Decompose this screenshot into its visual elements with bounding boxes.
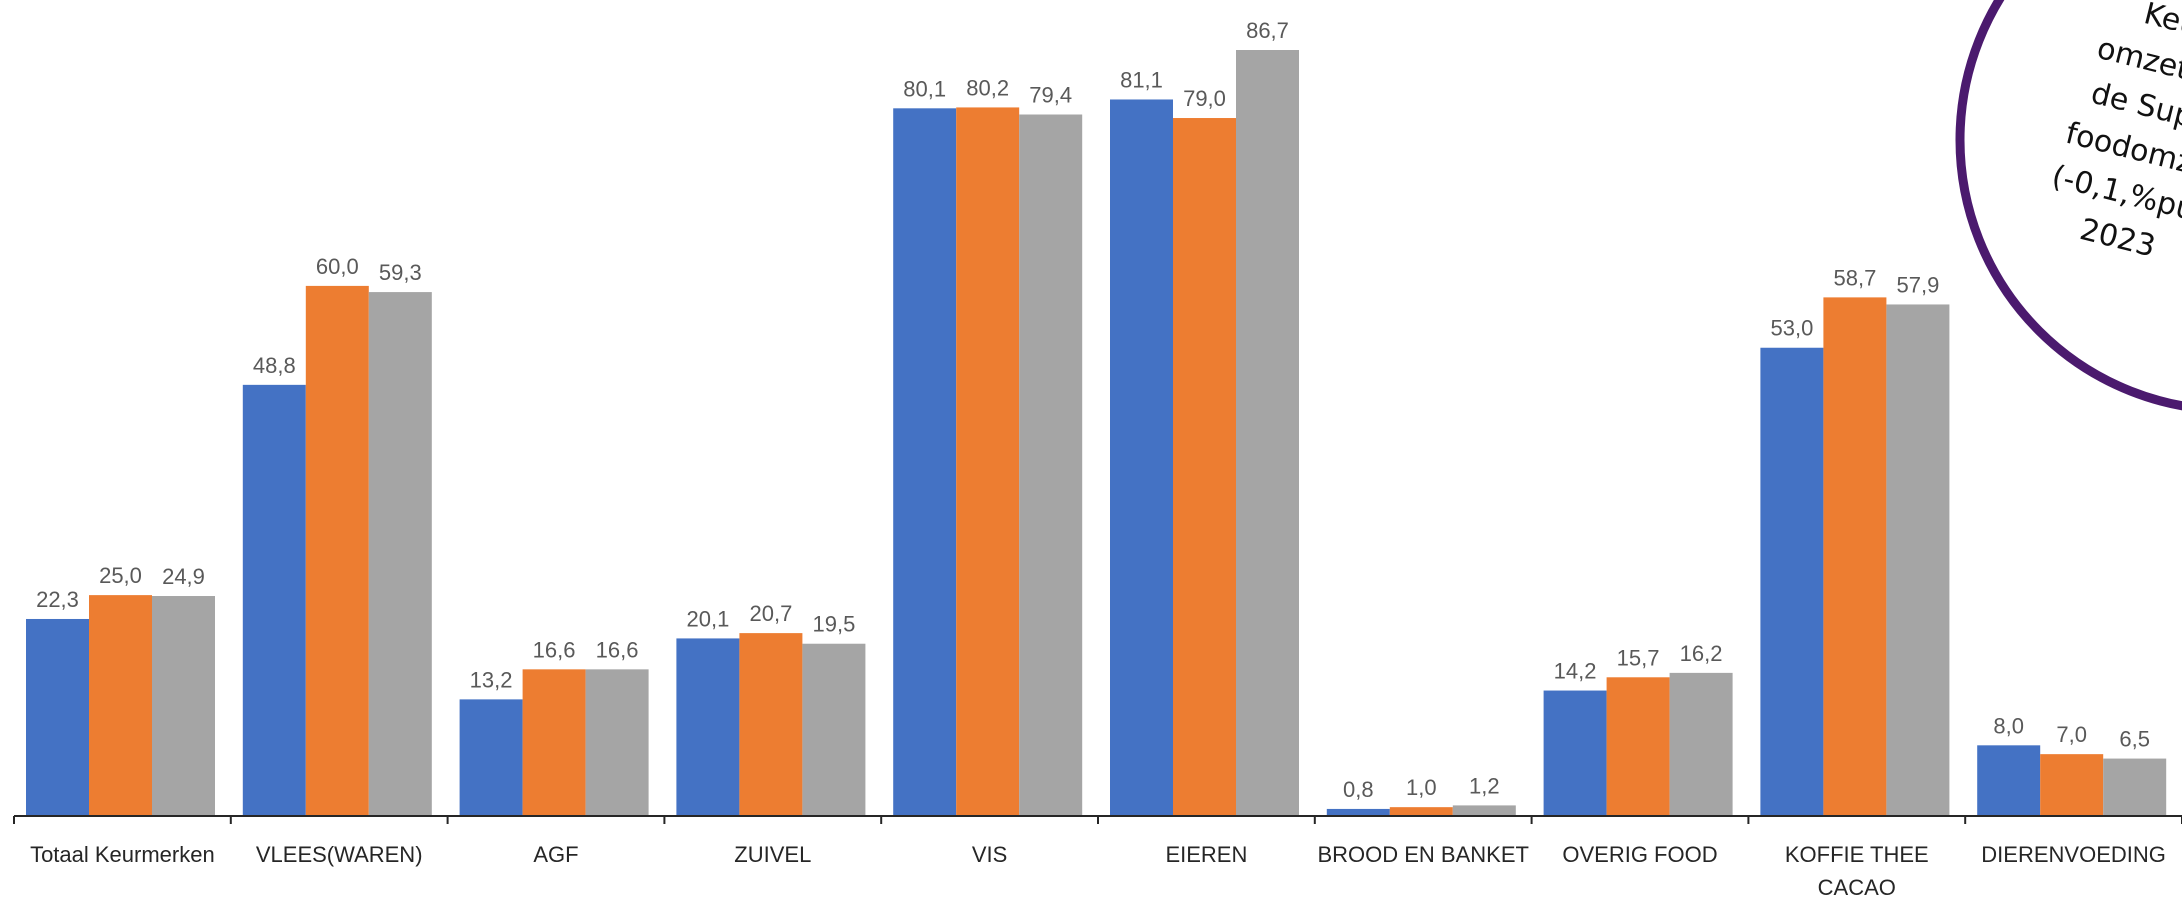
data-label: 0,8 [1343, 777, 1374, 802]
bar [1606, 677, 1670, 816]
bar [1110, 99, 1173, 816]
bar [242, 384, 306, 816]
bars-layer [26, 50, 2167, 817]
bar [2040, 754, 2104, 816]
data-label: 1,0 [1406, 775, 1437, 800]
data-label: 8,0 [1993, 713, 2024, 738]
bar [956, 107, 1020, 816]
bar [1543, 690, 1607, 816]
bar [1173, 118, 1236, 817]
bar [1326, 808, 1390, 816]
x-axis-ticks [13, 816, 2182, 824]
bar [893, 108, 957, 817]
data-label: 20,7 [749, 601, 792, 626]
category-label: BROOD EN BANKET [1317, 842, 1528, 867]
bar [1760, 347, 1824, 816]
data-label: 24,9 [162, 564, 205, 589]
data-label: 57,9 [1896, 272, 1939, 297]
bar [26, 618, 89, 816]
value-labels-layer: 22,3 25,0 24,9 48,8 60,0 59,3 13,2 16,6 16,6 20,1… [36, 18, 2150, 802]
bar [368, 292, 432, 816]
bar [1977, 745, 2041, 816]
category-label: VLEES(WAREN) [256, 842, 423, 867]
data-label: 81,1 [1120, 67, 1163, 92]
bar [1886, 304, 1950, 816]
data-label: 19,5 [812, 612, 855, 637]
callout-bubble: Keur omzet 2 de Supe foodomz (-0,1,%pu 2… [1955, 0, 2182, 411]
data-label: 58,7 [1833, 265, 1876, 290]
category-label: EIEREN [1165, 842, 1247, 867]
category-label: AGF [533, 842, 578, 867]
callout-circle [1955, 0, 2182, 411]
data-label: 13,2 [470, 667, 513, 692]
bar [89, 595, 152, 816]
bar [739, 633, 803, 816]
data-label: 16,2 [1680, 641, 1723, 666]
category-label: Totaal Keurmerken [30, 842, 215, 867]
data-label: 16,6 [533, 637, 576, 662]
data-label: 79,0 [1183, 86, 1226, 111]
category-labels-layer: Totaal Keurmerken VLEES(WAREN) AGF ZUIVEL VI… [30, 842, 2166, 899]
data-label: 59,3 [379, 260, 422, 285]
data-label: 53,0 [1770, 316, 1813, 341]
data-label: 80,1 [903, 76, 946, 101]
data-label: 15,7 [1617, 645, 1660, 670]
data-label: 80,2 [966, 75, 1009, 100]
category-label: CACAO [1818, 875, 1896, 899]
data-label: 20,1 [686, 606, 729, 631]
bar [522, 669, 586, 816]
category-label: OVERIG FOOD [1562, 842, 1717, 867]
bar [2103, 758, 2167, 816]
data-label: 7,0 [2056, 722, 2087, 747]
bar [459, 699, 523, 816]
bar [305, 285, 369, 816]
data-label: 60,0 [316, 254, 359, 279]
data-label: 86,7 [1246, 18, 1289, 43]
bar [802, 643, 866, 816]
bar [1823, 297, 1887, 816]
bar [585, 669, 649, 816]
data-label: 6,5 [2119, 727, 2150, 752]
bar [1236, 50, 1299, 816]
category-label: VIS [972, 842, 1007, 867]
bar [1389, 807, 1453, 816]
bar [1452, 805, 1516, 816]
category-label: KOFFIE THEE [1785, 842, 1929, 867]
bar [1019, 114, 1083, 816]
category-label: DIERENVOEDING [1981, 842, 2166, 867]
data-label: 1,2 [1469, 773, 1500, 798]
data-label: 48,8 [253, 353, 296, 378]
data-label: 16,6 [596, 637, 639, 662]
data-label: 79,4 [1029, 82, 1072, 107]
bar [1669, 672, 1733, 816]
bar [152, 596, 215, 816]
category-label: ZUIVEL [734, 842, 811, 867]
data-label: 14,2 [1554, 659, 1597, 684]
data-label: 22,3 [36, 587, 79, 612]
data-label: 25,0 [99, 563, 142, 588]
bar [676, 638, 740, 816]
